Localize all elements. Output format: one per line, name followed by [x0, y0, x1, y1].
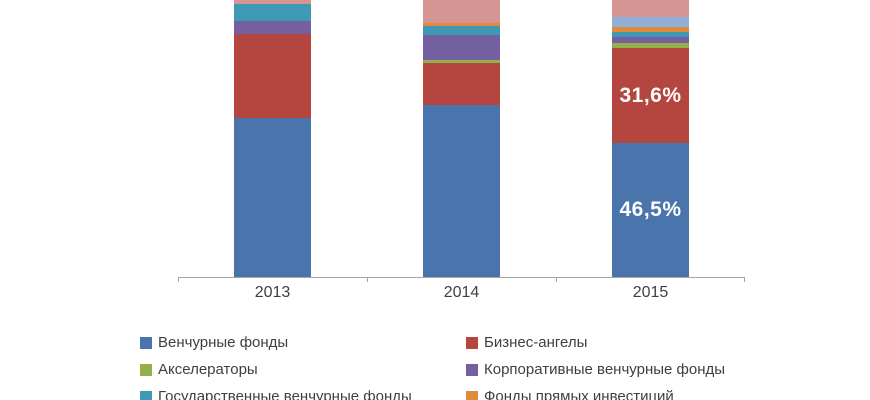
segment-фонды-прямых-инвестиций	[612, 27, 689, 32]
segment-государственные-венчурные-фонды	[612, 32, 689, 37]
segment-unlabeled_pink	[423, 0, 500, 23]
x-axis-tick	[367, 277, 368, 282]
legend-label: Венчурные фонды	[158, 334, 289, 351]
segment-венчурные-фонды	[423, 105, 500, 277]
legend-item-государственные-венчурные-фонды: Государственные венчурные фонды	[140, 388, 466, 400]
segment-unlabeled_pink	[612, 0, 689, 17]
segment-фонды-прямых-инвестиций	[423, 23, 500, 26]
bar-2015: 31,6% 46,5%	[612, 0, 689, 277]
chart-legend: Венчурные фонды Бизнес-ангелы Акселераторы…	[140, 329, 725, 400]
segment-государственные-венчурные-фонды	[423, 26, 500, 35]
legend-swatch-icon	[140, 336, 152, 349]
legend-swatch-icon	[466, 336, 478, 349]
legend-item-венчурные-фонды: Венчурные фонды	[140, 334, 466, 351]
x-axis-category-label: 2014	[443, 284, 480, 301]
segment-unlabeled_pink	[234, 0, 311, 4]
plot-area: 2013 2014 31,6% 46,5% 2015	[178, 0, 745, 301]
segment-корпоративные-венчурные-фонды	[612, 37, 689, 43]
segment-государственные-венчурные-фонды	[234, 4, 311, 21]
legend-label: Бизнес-ангелы	[484, 334, 588, 351]
bar-2014	[423, 0, 500, 277]
segment-корпоративные-венчурные-фонды	[234, 21, 311, 34]
legend-swatch-icon	[466, 363, 478, 376]
x-axis-line	[178, 277, 745, 278]
segment-бизнес-ангелы	[234, 34, 311, 118]
x-axis-tick	[744, 277, 745, 282]
legend-item-фонды-прямых-инвестиций: Фонды прямых инвестиций	[466, 388, 725, 400]
segment-акселераторы	[423, 60, 500, 63]
legend-item-акселераторы: Акселераторы	[140, 361, 466, 378]
x-axis-category-label: 2013	[254, 284, 291, 301]
segment-венчурные-фонды	[234, 118, 311, 277]
legend-swatch-icon	[140, 390, 152, 400]
x-axis-tick	[556, 277, 557, 282]
bar-2013	[234, 0, 311, 277]
x-axis-tick	[178, 277, 179, 282]
legend-swatch-icon	[466, 390, 478, 400]
legend-label: Корпоративные венчурные фонды	[484, 361, 726, 378]
segment-бизнес-ангелы	[423, 63, 500, 105]
segment-корпоративные-венчурные-фонды	[423, 35, 500, 60]
segment-акселераторы	[612, 43, 689, 48]
legend-swatch-icon	[140, 363, 152, 376]
data-label: 46,5%	[619, 198, 682, 221]
segment-unlabeled_light_blue	[612, 17, 689, 27]
legend-label: Акселераторы	[158, 361, 258, 378]
x-axis-category-label: 2015	[632, 284, 669, 301]
data-label: 31,6%	[619, 83, 682, 107]
segment-венчурные-фонды: 46,5%	[612, 143, 689, 277]
legend-item-корпоративные-венчурные-фонды: Корпоративные венчурные фонды	[466, 361, 725, 378]
legend-label: Фонды прямых инвестиций	[484, 388, 674, 400]
legend-label: Государственные венчурные фонды	[158, 388, 412, 400]
segment-бизнес-ангелы: 31,6%	[612, 48, 689, 143]
legend-item-бизнес-ангелы: Бизнес-ангелы	[466, 334, 725, 351]
